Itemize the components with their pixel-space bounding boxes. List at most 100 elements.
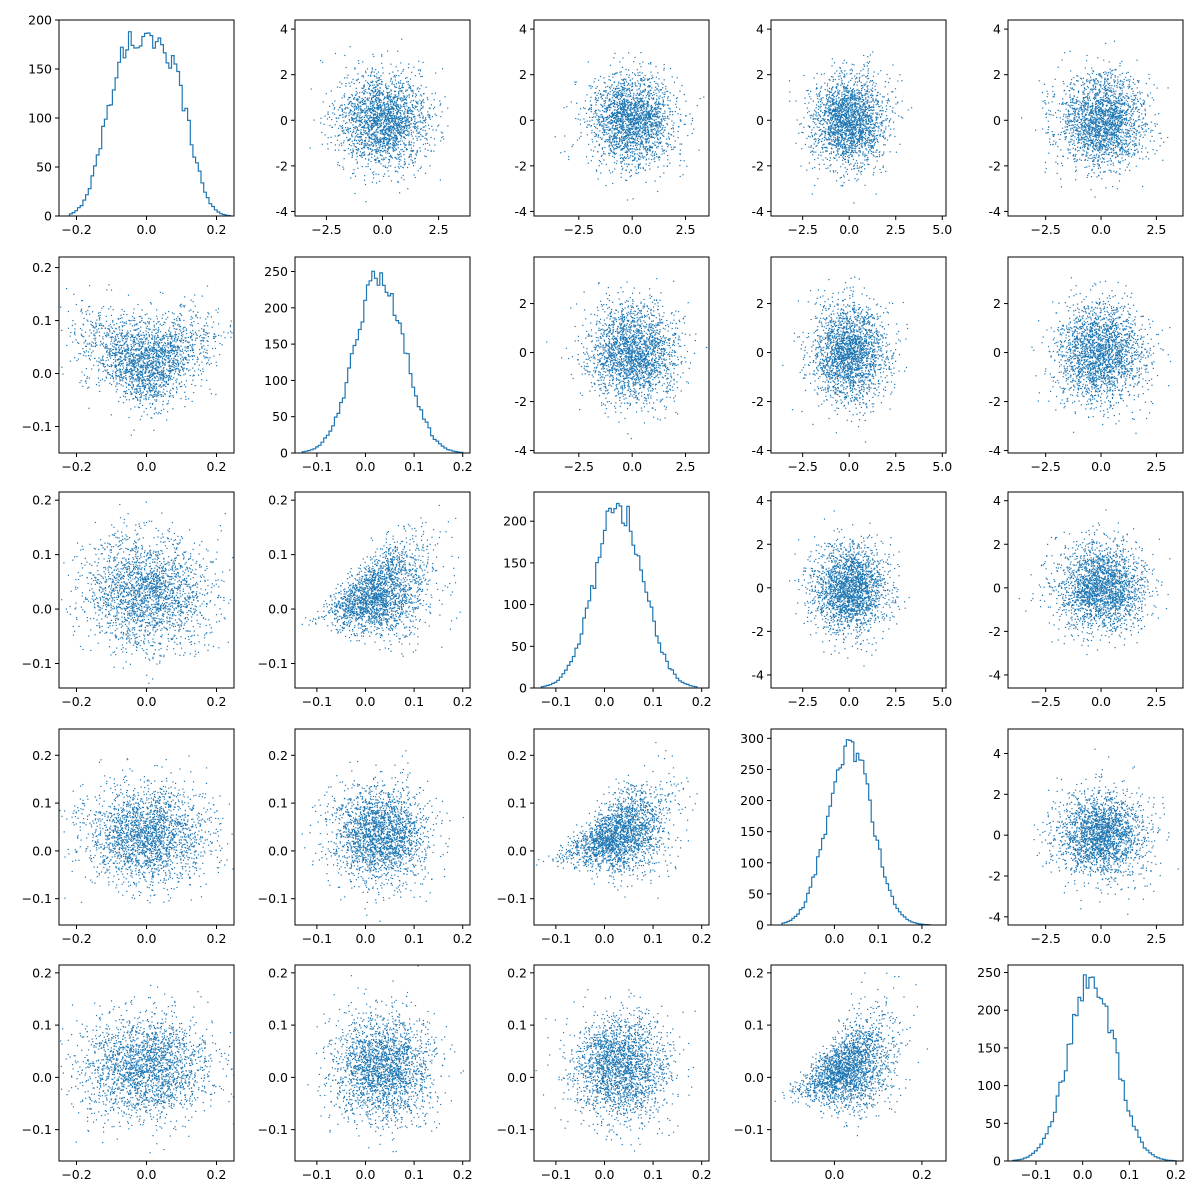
scatter-point <box>384 126 386 128</box>
scatter-point <box>848 146 850 148</box>
scatter-point <box>375 81 377 83</box>
scatter-point <box>658 98 660 100</box>
scatter-point <box>610 119 612 121</box>
scatter-point <box>648 132 650 134</box>
scatter-point <box>835 87 838 90</box>
scatter-point <box>414 123 416 125</box>
scatter-point <box>401 132 403 134</box>
scatter-point <box>609 141 611 143</box>
scatter-point <box>655 135 657 137</box>
scatter-point <box>386 116 388 118</box>
scatter-point <box>639 93 641 95</box>
scatter-point <box>395 107 398 109</box>
scatter-point <box>374 131 376 134</box>
scatter-point <box>363 85 365 87</box>
scatter-point <box>613 153 616 155</box>
scatter-point <box>841 116 844 119</box>
scatter-point <box>673 81 676 83</box>
scatter-point <box>393 108 395 110</box>
scatter-point <box>667 99 669 101</box>
scatter-point <box>629 121 631 123</box>
scatter-point <box>391 146 393 148</box>
scatter-point <box>648 145 651 147</box>
scatter-point <box>408 140 410 142</box>
scatter-point <box>596 128 598 130</box>
scatter-point <box>650 113 652 115</box>
scatter-point <box>849 153 851 155</box>
scatter-point <box>359 101 362 104</box>
scatter-point <box>851 95 853 97</box>
scatter-point <box>363 146 365 148</box>
scatter-point <box>605 86 607 88</box>
scatter-point <box>627 113 629 115</box>
scatter-point <box>637 172 640 174</box>
scatter-point <box>628 141 630 143</box>
scatter-point <box>613 136 616 138</box>
scatter-point <box>626 144 628 146</box>
scatter-point <box>408 112 410 115</box>
scatter-point <box>648 140 650 142</box>
scatter-point <box>641 139 643 141</box>
scatter-point <box>600 96 602 98</box>
scatter-point <box>597 136 599 138</box>
scatter-point <box>414 124 416 126</box>
scatter-point <box>624 142 626 144</box>
scatter-point <box>351 135 353 137</box>
scatter-point <box>365 80 367 82</box>
scatter-point <box>361 118 363 121</box>
scatter-point <box>381 158 383 160</box>
scatter-point <box>615 136 617 138</box>
scatter-point <box>403 103 405 105</box>
scatter-point <box>607 107 609 109</box>
scatter-point <box>661 120 663 122</box>
scatter-point <box>378 79 380 81</box>
scatter-point <box>344 150 346 152</box>
scatter-point <box>383 175 385 177</box>
scatter-point <box>836 109 838 111</box>
scatter-point <box>360 121 363 123</box>
scatter-point <box>657 104 659 106</box>
scatter-point <box>442 132 444 134</box>
scatter-point <box>358 105 360 107</box>
scatter-point <box>668 118 670 120</box>
scatter-point <box>376 104 378 106</box>
scatter-point <box>419 131 421 133</box>
scatter-point <box>374 139 376 141</box>
scatter-point <box>622 128 624 130</box>
scatter-point <box>409 107 411 109</box>
scatter-point <box>391 108 393 110</box>
scatter-point <box>404 123 406 125</box>
scatter-point <box>389 96 391 98</box>
scatter-point <box>651 111 653 113</box>
scatter-point <box>365 158 367 160</box>
y-tick-label: 2 <box>519 67 527 82</box>
scatter-point <box>359 143 361 145</box>
scatter-point <box>698 149 700 151</box>
scatter-point <box>402 86 404 89</box>
scatter-point <box>629 84 631 86</box>
scatter-point <box>385 112 387 114</box>
scatter-point <box>360 143 363 146</box>
scatter-point <box>379 142 381 144</box>
scatter-point <box>859 166 861 168</box>
scatter-point <box>649 147 652 149</box>
scatter-point <box>371 133 374 135</box>
scatter-point <box>644 90 646 92</box>
scatter-point <box>608 154 610 156</box>
scatter-point <box>379 129 381 131</box>
scatter-point <box>353 131 355 133</box>
scatter-point <box>646 153 649 155</box>
scatter-point <box>641 110 643 112</box>
scatter-point <box>376 132 378 134</box>
scatter-point <box>641 134 643 136</box>
scatter-point <box>658 102 660 104</box>
scatter-point <box>647 111 649 113</box>
scatter-point <box>632 96 634 98</box>
scatter-point <box>406 116 408 119</box>
scatter-point <box>679 153 681 155</box>
scatter-point <box>659 115 661 118</box>
scatter-point <box>613 151 615 153</box>
scatter-point <box>345 82 347 85</box>
scatter-point <box>412 90 414 92</box>
scatter-point <box>321 131 323 134</box>
